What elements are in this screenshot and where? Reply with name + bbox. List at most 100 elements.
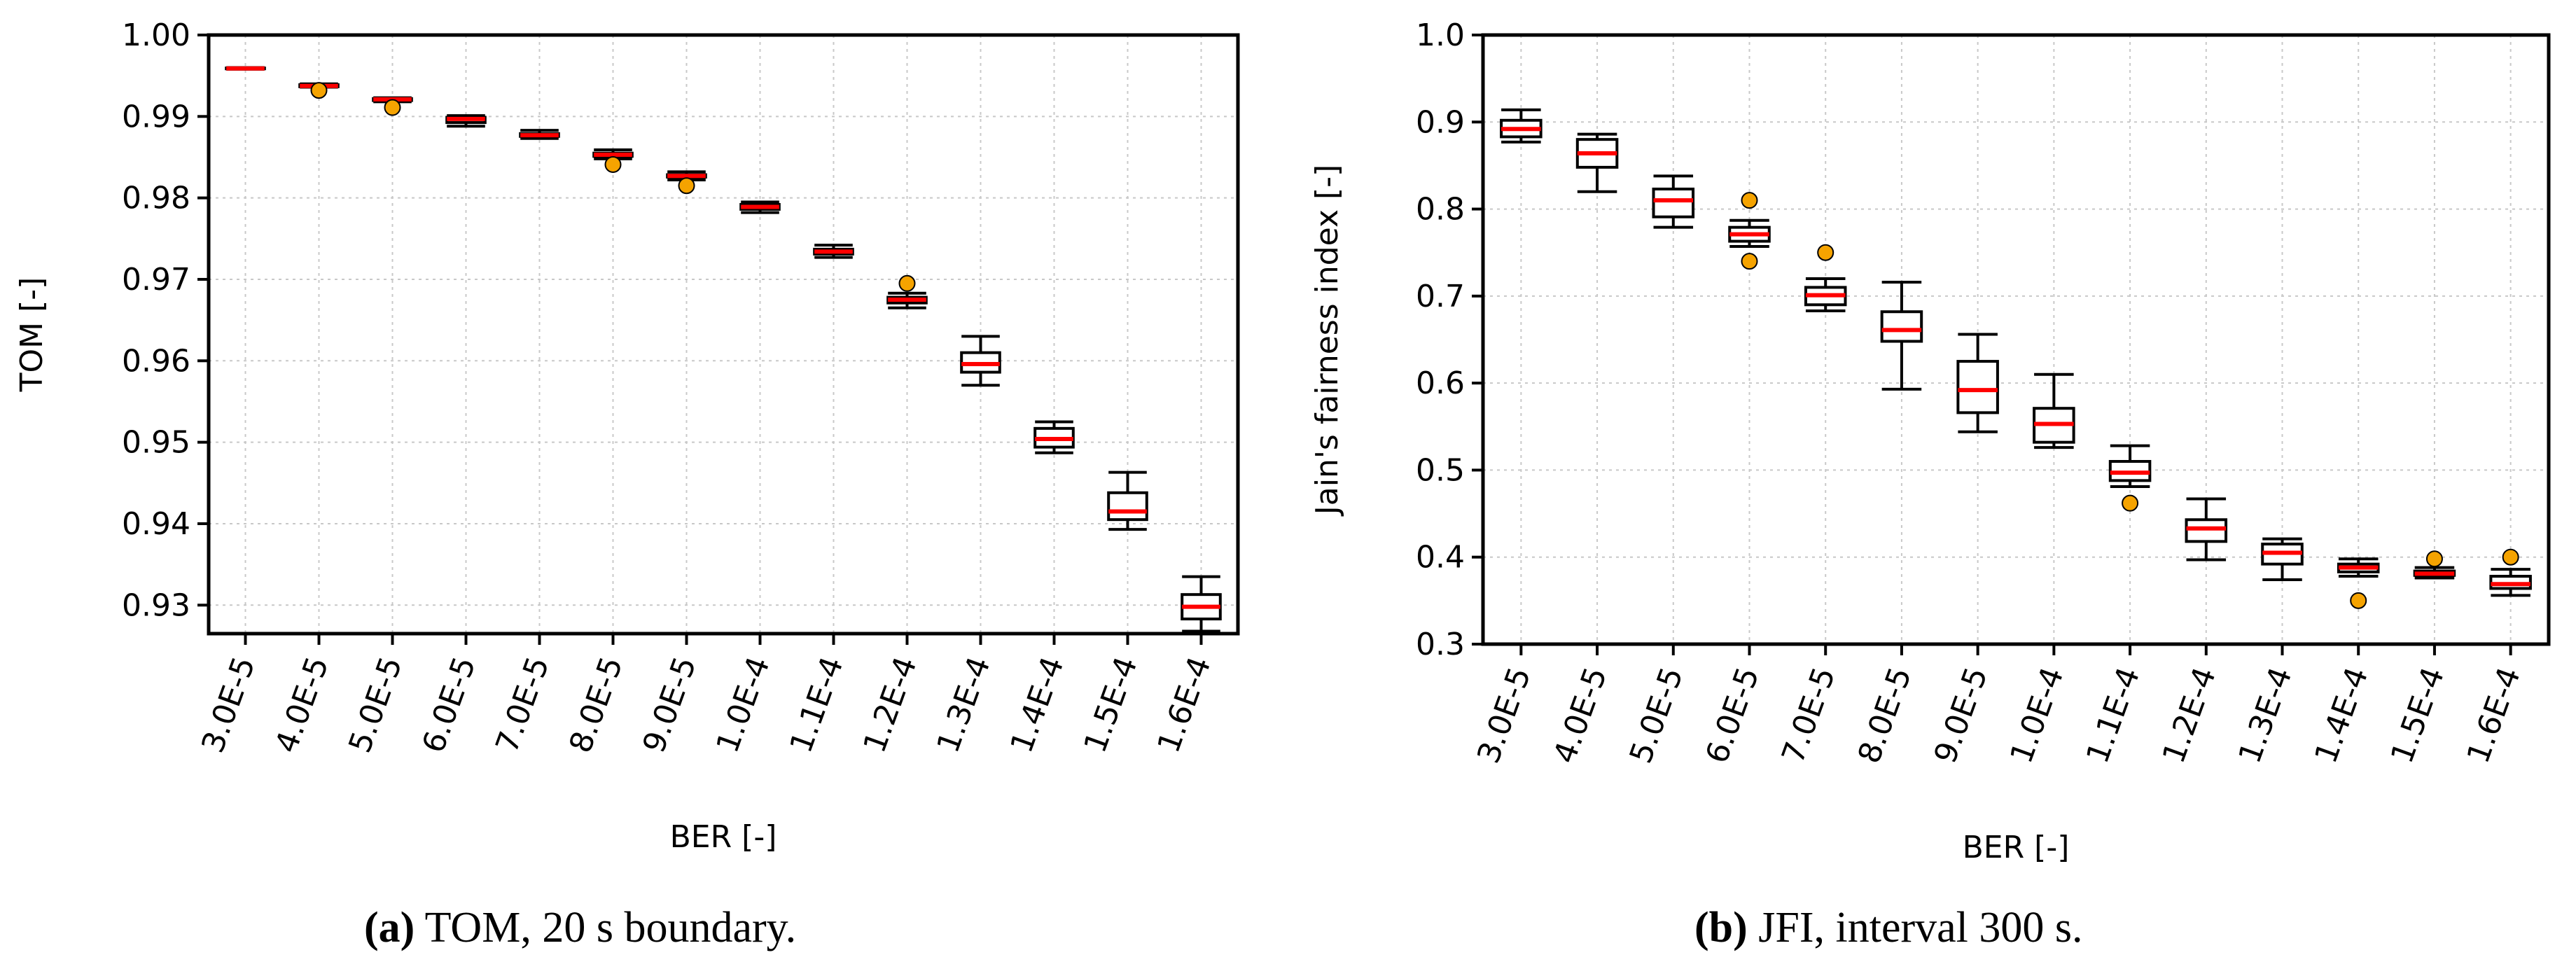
- y-tick-label: 0.9: [1416, 104, 1465, 140]
- plot-frame: [207, 33, 1240, 636]
- outlier-point: [1741, 192, 1758, 209]
- x-tick-label: 1.4E-4: [2308, 662, 2375, 768]
- x-tick-label: 1.4E-4: [1003, 652, 1071, 758]
- box-9.0E-5: [666, 170, 707, 195]
- x-axis-title: BER [-]: [1963, 830, 2070, 865]
- x-tick-label: 1.1E-4: [2080, 662, 2147, 768]
- caption-a-text: TOM, 20 s boundary.: [415, 904, 796, 951]
- x-tick-label: 9.0E-5: [1928, 662, 1995, 768]
- box-1.5E-4: [2413, 550, 2456, 580]
- outlier-point: [678, 177, 695, 195]
- box-1.3E-4: [960, 335, 1001, 387]
- box-3.0E-5: [1500, 108, 1543, 144]
- y-tick-label: 0.95: [122, 425, 190, 461]
- x-tick-label: 7.0E-5: [1775, 662, 1842, 768]
- y-tick-label: 0.3: [1416, 627, 1465, 662]
- caption-b: (b) JFI, interval 300 s.: [1694, 904, 2083, 951]
- box-3.0E-5: [225, 66, 266, 71]
- box-9.0E-5: [1956, 333, 1999, 433]
- x-tick-label: 3.0E-5: [195, 652, 262, 758]
- box-8.0E-5: [1880, 280, 1923, 391]
- outlier-point: [384, 99, 401, 116]
- x-tick-label: 3.0E-5: [1470, 662, 1538, 768]
- x-tick-label: 6.0E-5: [1699, 662, 1766, 768]
- caption-a-letter: (a): [364, 904, 415, 951]
- x-tick-label: 1.3E-4: [930, 652, 997, 758]
- x-tick-label: 1.1E-4: [783, 652, 850, 758]
- x-tick-label: 1.5E-4: [1077, 652, 1144, 758]
- box-1.1E-4: [2108, 444, 2152, 512]
- y-tick-label: 1.00: [122, 18, 190, 53]
- x-tick-label: 1.2E-4: [856, 652, 924, 758]
- x-tick-label: 1.5E-4: [2384, 662, 2451, 768]
- box-1.3E-4: [2261, 537, 2304, 582]
- outlier-point: [1741, 253, 1758, 270]
- box-6.0E-5: [1728, 192, 1771, 270]
- outlier-point: [604, 155, 622, 173]
- box-4.0E-5: [298, 82, 340, 99]
- box-1.2E-4: [886, 274, 928, 309]
- box-7.0E-5: [519, 129, 560, 140]
- outlier-point: [898, 274, 916, 292]
- y-tick-label: 0.99: [122, 99, 190, 134]
- x-tick-label: 1.0E-4: [2003, 662, 2070, 768]
- y-axis-title: Jain's fairness index [-]: [1309, 165, 1345, 517]
- box-1.5E-4: [1107, 470, 1148, 531]
- y-tick-label: 0.5: [1416, 452, 1465, 488]
- y-tick-label: 0.6: [1416, 365, 1465, 401]
- x-tick-label: 6.0E-5: [415, 652, 482, 758]
- x-tick-label: 4.0E-5: [1547, 662, 1614, 768]
- x-tick-label: 4.0E-5: [268, 652, 335, 758]
- y-tick-label: 0.96: [122, 343, 190, 379]
- box-1.1E-4: [813, 244, 854, 259]
- y-tick-label: 0.7: [1416, 279, 1465, 314]
- y-tick-label: 0.94: [122, 506, 190, 542]
- box-8.0E-5: [592, 148, 634, 173]
- iqr-box: [1880, 310, 1923, 343]
- outlier-point: [2350, 592, 2367, 609]
- box-7.0E-5: [1804, 244, 1847, 312]
- box-1.6E-4: [2489, 548, 2532, 597]
- box-4.0E-5: [1575, 132, 1619, 193]
- x-axis-title: BER [-]: [670, 819, 777, 855]
- box-1.6E-4: [1181, 575, 1222, 633]
- x-tick-label: 1.2E-4: [2156, 662, 2223, 768]
- box-5.0E-5: [372, 96, 413, 116]
- outlier-point: [2425, 550, 2443, 568]
- box-6.0E-5: [445, 114, 487, 128]
- y-tick-label: 1.0: [1416, 18, 1465, 53]
- iqr-box: [2185, 518, 2228, 543]
- x-tick-label: 1.0E-4: [709, 652, 777, 758]
- caption-a: (a) TOM, 20 s boundary.: [364, 904, 796, 951]
- y-tick-label: 0.8: [1416, 192, 1465, 228]
- x-tick-label: 1.6E-4: [2460, 662, 2528, 768]
- y-axis-title: TOM [-]: [14, 277, 50, 393]
- x-tick-label: 1.3E-4: [2232, 662, 2299, 768]
- x-tick-label: 9.0E-5: [636, 652, 703, 758]
- chart-panel-a: 0.93 0.94 0.95 0.96 0.97 0.98 0.99 1.00 3.0E-5 4.…: [14, 18, 1240, 855]
- box-1.0E-4: [2033, 372, 2075, 449]
- outlier-point: [2122, 494, 2139, 512]
- caption-b-text: JFI, interval 300 s.: [1748, 904, 2083, 951]
- outlier-point: [2502, 548, 2519, 566]
- outlier-point: [310, 82, 328, 99]
- box-1.2E-4: [2185, 497, 2228, 562]
- box-5.0E-5: [1652, 174, 1695, 229]
- iqr-box: [1956, 360, 1999, 414]
- outlier-point: [1817, 244, 1834, 261]
- y-tick-label: 0.98: [122, 181, 190, 216]
- x-tick-label: 8.0E-5: [562, 652, 629, 758]
- x-tick-label: 5.0E-5: [342, 652, 409, 758]
- box-1.0E-4: [739, 200, 781, 214]
- x-tick-label: 5.0E-5: [1623, 662, 1690, 768]
- plot-frame: [1481, 33, 2551, 646]
- box-1.4E-4: [1033, 420, 1075, 454]
- iqr-box: [1107, 491, 1148, 522]
- y-tick-label: 0.4: [1416, 540, 1465, 576]
- caption-b-letter: (b): [1694, 904, 1748, 951]
- x-tick-label: 8.0E-5: [1851, 662, 1919, 768]
- y-tick-label: 0.93: [122, 587, 190, 623]
- x-tick-label: 7.0E-5: [489, 652, 556, 758]
- box-1.4E-4: [2337, 557, 2380, 609]
